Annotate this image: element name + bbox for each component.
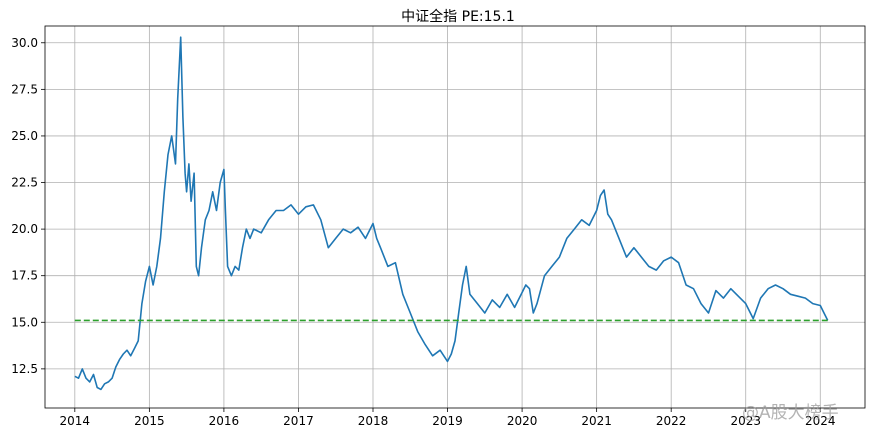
x-tick-label: 2020 <box>507 414 538 428</box>
axis-ticks: 2014 2015 2016 2017 2018 2019 2020 2021 2022 2023… <box>11 36 835 428</box>
x-tick-label: 2019 <box>432 414 463 428</box>
y-tick-label: 17.5 <box>11 269 38 283</box>
plot-frame <box>44 25 866 409</box>
x-tick-label: 2018 <box>358 414 389 428</box>
y-tick-label: 12.5 <box>11 362 38 376</box>
grid-lines <box>45 26 865 408</box>
y-tick-label: 15.0 <box>11 315 38 329</box>
x-tick-label: 2021 <box>581 414 612 428</box>
x-tick-label: 2014 <box>60 414 91 428</box>
x-tick-label: 2023 <box>730 414 761 428</box>
watermark-text: @A股大榜手 <box>742 403 839 423</box>
y-tick-label: 30.0 <box>11 36 38 50</box>
series-lines <box>74 36 829 391</box>
x-tick-label: 2024 <box>805 414 836 428</box>
x-tick-label: 2016 <box>209 414 240 428</box>
y-tick-label: 22.5 <box>11 176 38 190</box>
x-tick-label: 2022 <box>656 414 687 428</box>
pe-series-line <box>74 36 829 391</box>
chart-title: 中证全指 PE:15.1 <box>401 8 515 25</box>
y-tick-label: 25.0 <box>11 129 38 143</box>
y-tick-label: 27.5 <box>11 82 38 96</box>
y-tick-label: 20.0 <box>11 222 38 236</box>
x-tick-label: 2017 <box>283 414 314 428</box>
x-tick-label: 2015 <box>134 414 165 428</box>
